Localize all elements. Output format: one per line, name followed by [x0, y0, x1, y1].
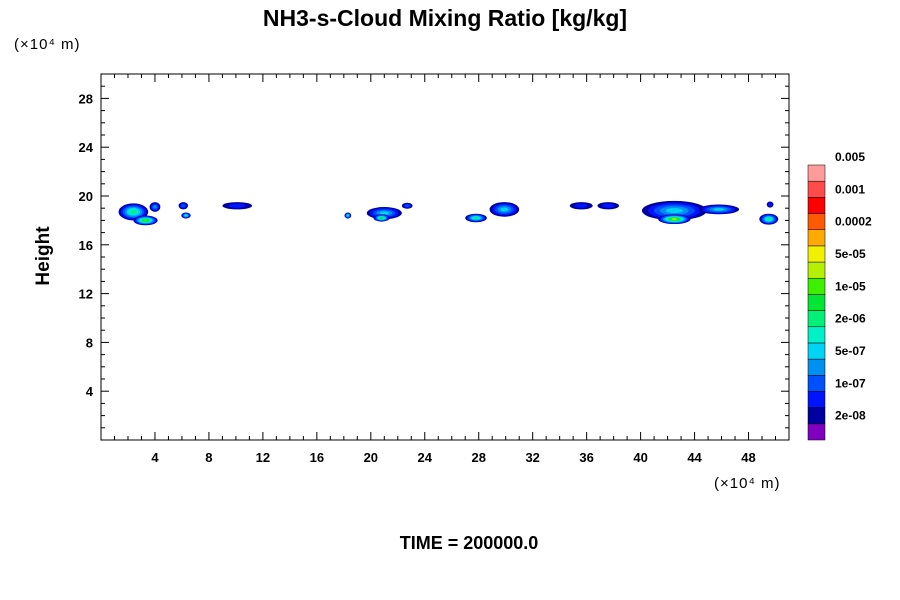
colorbar-swatch: [807, 391, 826, 408]
x-tick-label: 36: [579, 450, 593, 465]
cloud-cell-10: [401, 202, 413, 209]
colorbar-label: 2e-08: [835, 409, 866, 423]
x-tick-label: 32: [525, 450, 539, 465]
cloud-cell-18: [759, 213, 779, 225]
y-axis-title: Height: [33, 226, 54, 286]
colorbar-label: 5e-07: [835, 344, 866, 358]
colorbar-swatch: [807, 180, 826, 198]
cloud-cell-9-level-7: [380, 216, 383, 219]
cloud-cell-3: [149, 202, 161, 212]
cloud-cell-5: [181, 212, 191, 219]
cloud-cell-19-level-1: [768, 202, 773, 207]
cloud-cell-9: [373, 214, 390, 222]
cloud-cell-6: [222, 202, 253, 210]
colorbar-label: 1e-07: [835, 376, 866, 390]
y-tick-label: 4: [86, 384, 94, 399]
colorbar-swatch: [807, 197, 826, 214]
cloud-cell-5-level-5: [184, 214, 188, 217]
cloud-cell-7-level-5: [346, 214, 349, 217]
chart-title: NH3-s-Cloud Mixing Ratio [kg/kg]: [263, 5, 627, 31]
y-tick-label: 12: [79, 287, 93, 302]
cloud-cell-12: [489, 202, 520, 217]
cloud-cell-16: [658, 214, 691, 225]
colorbar-swatch: [807, 294, 826, 311]
cloud-cell-15-level-4: [665, 208, 683, 214]
colorbar-swatch: [807, 164, 826, 182]
time-label: TIME = 200000.0: [400, 533, 539, 553]
colorbar-swatch: [807, 213, 826, 230]
colorbar-label: 2e-06: [835, 312, 866, 326]
colorbar-swatch: [807, 229, 826, 247]
x-tick-label: 12: [256, 450, 270, 465]
colorbar: 2e-08 1e-07 5e-07 2e-06 1e-05 5e-05 0.0002 0.00…: [807, 150, 872, 441]
plot-frame: [100, 73, 790, 441]
cloud-cell-7: [344, 212, 352, 219]
cloud-cell-17-level-4: [713, 208, 725, 211]
x-tick-label: 40: [633, 450, 647, 465]
cloud-cell-13-level-1: [574, 203, 588, 208]
x-tick-label: 24: [418, 450, 433, 465]
x-tick-label: 20: [364, 450, 378, 465]
y-axis: 4 8 12 16 20 24 28: [79, 85, 789, 429]
colorbar-label: 1e-05: [835, 279, 866, 293]
x-tick-label: 28: [471, 450, 485, 465]
colorbar-swatch: [807, 245, 826, 263]
cloud-cell-14: [597, 202, 620, 210]
x-tick-label: 44: [687, 450, 702, 465]
cloud-cell-3-level-3: [153, 205, 157, 209]
cloud-cell-16-level-9: [672, 218, 677, 221]
y-tick-label: 28: [79, 91, 93, 106]
colorbar-label: 0.005: [835, 150, 865, 164]
y-tick-label: 16: [79, 238, 93, 253]
x-tick-label: 16: [310, 450, 324, 465]
colorbar-swatch: [807, 326, 826, 344]
cloud-cell-19: [766, 201, 774, 208]
colorbar-swatch: [807, 342, 826, 360]
cloud-cell-2-level-8: [143, 219, 148, 222]
y-tick-label: 20: [79, 189, 93, 204]
cloud-cell-17: [698, 204, 740, 215]
x-axis: 4 8 12 16 20 24 28 32 36 40 44 48: [113, 74, 777, 465]
colorbar-label: 0.001: [835, 182, 865, 196]
x-tick-label: 8: [205, 450, 212, 465]
colorbar-swatch: [807, 277, 826, 295]
colorbar-label: 0.0002: [835, 215, 872, 229]
cloud-cell-14-level-1: [601, 203, 615, 208]
colorbar-swatch: [807, 310, 826, 328]
colorbar-swatch: [807, 261, 826, 279]
x-tick-label: 4: [151, 450, 159, 465]
cloud-cell-6-level-1: [228, 203, 246, 208]
colorbar-swatch: [807, 423, 826, 441]
y-tick-label: 8: [86, 335, 93, 350]
cloud-cell-1-level-6: [130, 210, 137, 214]
y-tick-label: 24: [79, 140, 94, 155]
cloud-cell-10-level-2: [405, 204, 410, 208]
cloud-cell-2: [133, 215, 158, 226]
cloud-cell-4-level-2: [181, 204, 186, 208]
x-axis-unit: (×10⁴ m): [714, 475, 781, 492]
cloud-cell-8-level-4: [379, 211, 389, 215]
cloud-cell-12-level-4: [500, 207, 509, 212]
x-tick-label: 48: [741, 450, 755, 465]
cloud-cell-1: [118, 203, 149, 221]
cloud-cell-18-level-6: [766, 218, 771, 221]
cloud-field: [118, 200, 779, 226]
y-axis-unit: (×10⁴ m): [14, 36, 81, 53]
colorbar-swatch: [807, 407, 826, 425]
colorbar-swatch: [807, 358, 826, 376]
colorbar-label: 5e-05: [835, 247, 866, 261]
cloud-cell-11: [465, 213, 487, 223]
cloud-cell-15: [641, 200, 707, 221]
cloud-cell-13: [569, 202, 593, 210]
cloud-cell-11-level-6: [473, 216, 479, 219]
colorbar-swatch: [807, 375, 826, 392]
cloud-cell-4: [178, 202, 189, 210]
